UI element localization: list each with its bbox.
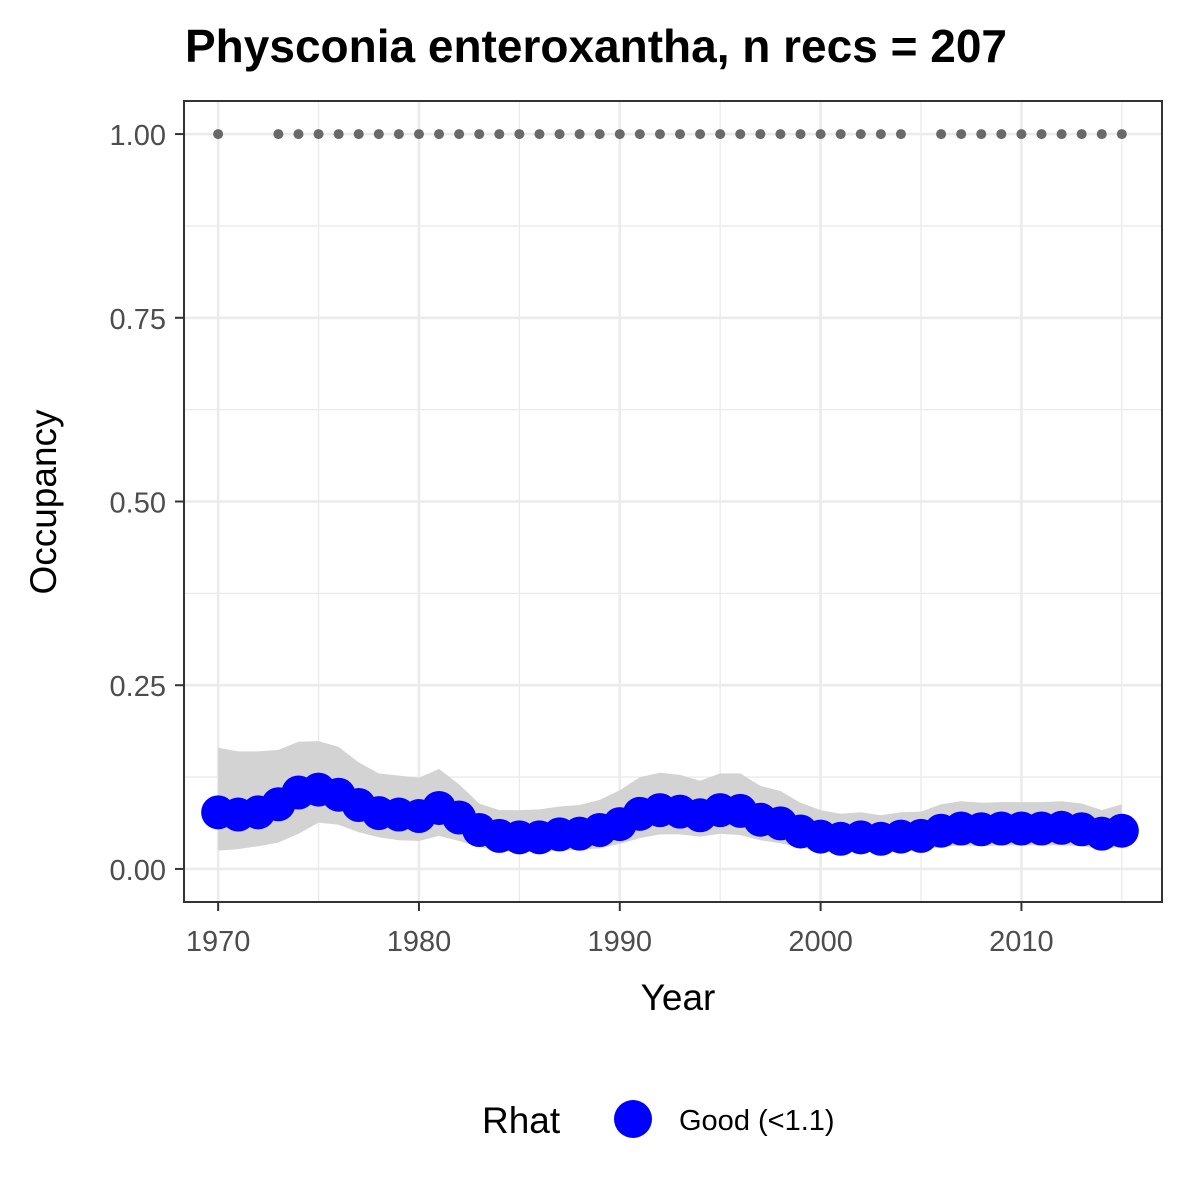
record-point (956, 129, 967, 140)
record-point (835, 129, 846, 140)
record-point (1056, 129, 1067, 140)
record-point (213, 129, 224, 140)
record-point (735, 129, 746, 140)
record-point (1016, 129, 1027, 140)
record-point (293, 129, 304, 140)
record-point (594, 129, 605, 140)
record-point (1036, 129, 1047, 140)
y-tick-label: 1.00 (110, 120, 166, 152)
chart-title: Physconia enteroxantha, n recs = 207 (185, 20, 1007, 72)
record-point (936, 129, 947, 140)
record-point (695, 129, 706, 140)
y-tick-label: 0.25 (110, 671, 166, 703)
record-point (715, 129, 726, 140)
record-point (634, 129, 645, 140)
record-point (1116, 129, 1127, 140)
y-axis-title: Occupancy (23, 409, 64, 595)
y-tick-label: 0.00 (110, 855, 166, 887)
record-points (213, 129, 1127, 140)
legend-title: Rhat (482, 1100, 561, 1141)
record-point (875, 129, 886, 140)
record-point (313, 129, 324, 140)
record-point (1096, 129, 1107, 140)
x-tick-label: 2010 (989, 926, 1054, 958)
record-point (273, 129, 284, 140)
record-point (976, 129, 987, 140)
record-point (654, 129, 665, 140)
y-axis: 0.00 0.25 0.50 0.75 1.00 (110, 120, 184, 887)
record-point (393, 129, 404, 140)
record-point (454, 129, 465, 140)
record-point (514, 129, 525, 140)
record-point (815, 129, 826, 140)
record-point (494, 129, 505, 140)
legend: Rhat Good (<1.1) (482, 1100, 835, 1141)
x-tick-label: 2000 (788, 926, 853, 958)
legend-key-good (614, 1100, 652, 1138)
record-point (996, 129, 1007, 140)
legend-label-good: Good (<1.1) (679, 1105, 835, 1137)
record-point (1076, 129, 1087, 140)
record-point (333, 129, 344, 140)
plot-panel (183, 100, 1163, 903)
x-tick-label: 1990 (588, 926, 653, 958)
occupancy-series (201, 772, 1139, 856)
record-point (895, 129, 906, 140)
x-tick-label: 1970 (186, 926, 251, 958)
y-tick-label: 0.50 (110, 488, 166, 520)
record-point (373, 129, 384, 140)
occupancy-point (1104, 813, 1139, 848)
x-axis-title: Year (641, 977, 716, 1018)
record-point (353, 129, 364, 140)
record-point (534, 129, 545, 140)
y-tick-label: 0.75 (110, 304, 166, 336)
record-point (775, 129, 786, 140)
record-point (434, 129, 445, 140)
x-axis: 1970 1980 1990 2000 2010 (186, 902, 1054, 958)
record-point (614, 129, 625, 140)
record-point (474, 129, 485, 140)
record-point (855, 129, 866, 140)
record-point (795, 129, 806, 140)
record-point (413, 129, 424, 140)
record-point (675, 129, 686, 140)
record-point (554, 129, 565, 140)
x-tick-label: 1980 (387, 926, 452, 958)
record-point (574, 129, 585, 140)
record-point (755, 129, 766, 140)
